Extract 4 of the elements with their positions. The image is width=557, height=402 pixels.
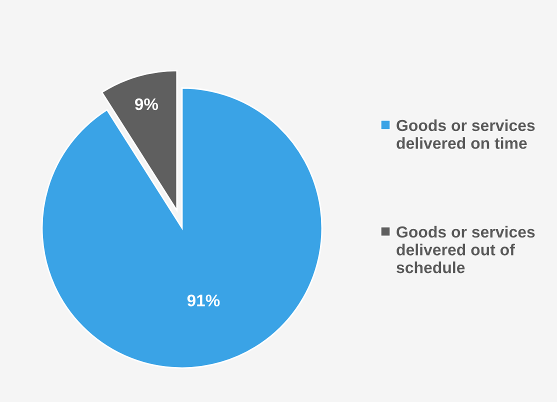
legend-label: Goods or services delivered out of schedule [396,226,535,274]
data-label: 91% [187,294,220,306]
data-label: 9% [134,98,158,110]
legend-label: Goods or services delivered on time [396,119,535,149]
